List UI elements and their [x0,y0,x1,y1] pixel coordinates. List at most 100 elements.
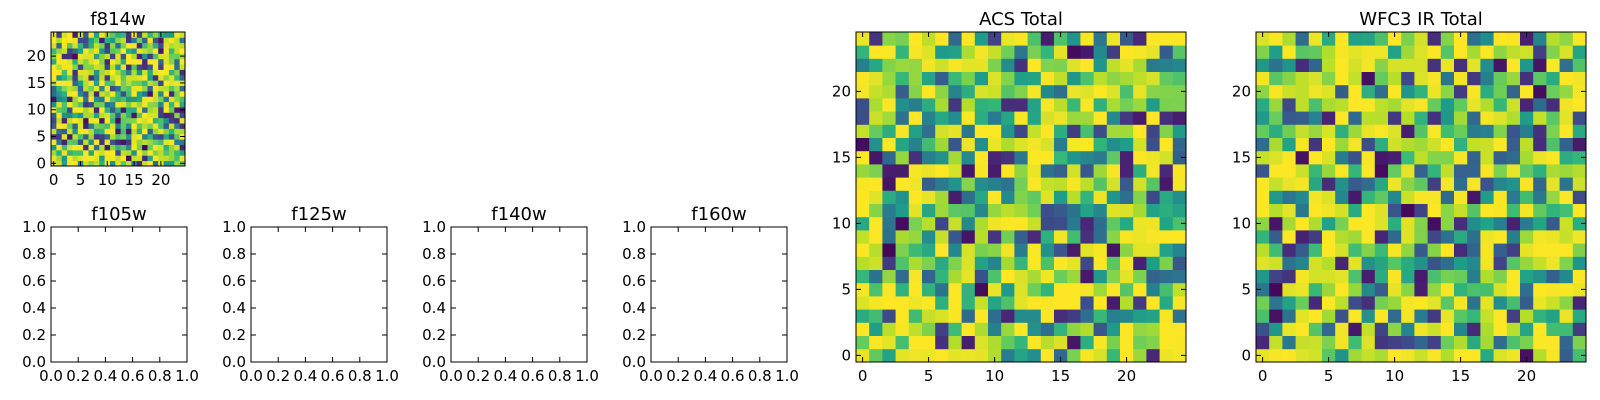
heatmap-cell [152,80,159,86]
heatmap-cell [1546,282,1560,297]
heatmap-cell [56,160,63,167]
heatmap-cell [908,58,923,72]
heatmap-cell [1414,32,1428,46]
heatmap-cell [126,96,132,103]
heatmap-cell [1027,111,1042,125]
heatmap-cell [93,112,100,119]
heatmap-cell [1027,84,1042,99]
heatmap-cell [856,269,870,284]
heatmap-cell [126,155,132,162]
heatmap-cell [1054,322,1068,336]
heatmap-cell [1001,348,1015,363]
heatmap-cell [1295,256,1310,270]
heatmap-cell [1054,203,1068,218]
heatmap-cell [922,335,936,350]
heatmap-cell [1348,84,1362,99]
heatmap-cell [72,155,79,162]
heatmap-cell [77,123,84,129]
heatmap-cell [158,96,164,103]
heatmap-cell [1067,177,1081,191]
heatmap-cell [1027,256,1042,270]
heatmap-cell [67,96,73,103]
heatmap-cell [67,58,73,65]
heatmap-cell [131,64,138,70]
heatmap-cell [77,90,84,97]
y-tick-label: 0.6 [22,272,46,290]
heatmap-cell [1282,309,1296,323]
heatmap-cell [1067,124,1081,138]
y-tick-label: 10 [832,214,851,232]
heatmap-cell [895,296,910,310]
heatmap-cell [1348,164,1362,178]
heatmap-cell [1067,32,1081,46]
x-tick-label: 5 [1324,367,1334,385]
heatmap-cell [152,160,159,167]
heatmap-cell [1120,203,1134,218]
heatmap-cell [126,144,132,151]
heatmap-cell [1361,348,1376,363]
heatmap-cell [1014,32,1028,46]
heatmap-cell [1106,348,1121,363]
heatmap-cell [1335,190,1349,204]
heatmap-cell [115,139,122,145]
heatmap-cell [1572,348,1587,363]
heatmap-cell [61,53,68,60]
heatmap-cell [1480,177,1494,191]
heatmap-cell [1388,243,1402,257]
heatmap-cell [136,48,143,54]
heatmap-cell [1322,322,1336,336]
heatmap-cell [1080,164,1094,178]
heatmap-cell [1269,243,1283,257]
heatmap-cell [1067,322,1081,336]
heatmap-cell [1120,322,1134,336]
heatmap-cell [895,98,910,112]
heatmap-cell [72,42,79,49]
heatmap-cell [126,107,132,113]
heatmap-cell [1572,98,1587,112]
heatmap-cell [1361,71,1376,86]
heatmap-cell [948,282,962,297]
heatmap-cell [168,69,175,76]
heatmap-cell [83,128,89,135]
heatmap-cell [1027,335,1042,350]
heatmap-cell [1533,164,1547,178]
heatmap-cell [1093,164,1108,178]
heatmap-cell [1001,124,1015,138]
heatmap-cell [1374,164,1389,178]
heatmap-cell [1348,282,1362,297]
heatmap-cell [51,69,57,76]
heatmap-cell [1533,124,1547,138]
heatmap-cell [1001,282,1015,297]
heatmap-cell [1520,322,1534,336]
heatmap-cell [120,160,127,167]
heatmap-cell [1493,243,1508,257]
heatmap-cell [1080,98,1094,112]
heatmap-cell [99,85,105,92]
heatmap-cell [895,335,910,350]
heatmap-cell [1374,58,1389,72]
heatmap-cell [174,37,181,44]
heatmap-cell [948,58,962,72]
heatmap-cell [1282,335,1296,350]
heatmap-cell [1559,282,1574,297]
heatmap-cell [1467,45,1481,59]
heatmap-cell [1361,282,1376,297]
heatmap-cell [77,133,84,140]
y-tick-label: 0.6 [422,272,446,290]
heatmap-cell [126,58,132,65]
heatmap-cell [1133,71,1147,86]
heatmap-cell [1172,309,1187,323]
heatmap-cell [882,282,896,297]
heatmap-cell [1027,177,1042,191]
heatmap-cell [152,69,159,76]
x-tick-label: 1.0 [175,367,199,385]
heatmap-cell [1054,256,1068,270]
heatmap-cell [77,64,84,70]
heatmap-cell [1133,335,1147,350]
y-tick-label: 0.8 [622,245,646,263]
heatmap-cell [1480,71,1494,86]
heatmap-cell [961,282,976,297]
heatmap-cell [99,53,105,60]
heatmap-cell [126,69,132,76]
